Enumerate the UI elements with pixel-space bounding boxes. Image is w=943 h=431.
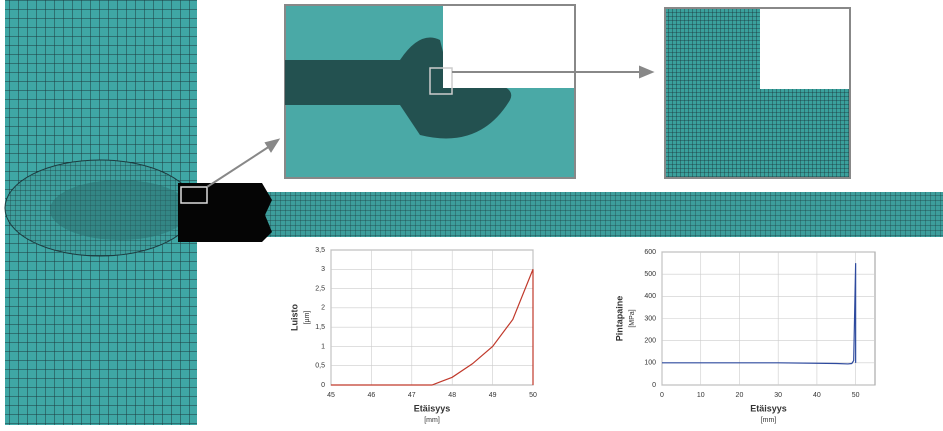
zoom-1 — [284, 4, 576, 179]
y-tick-label: 200 — [644, 338, 656, 345]
plot-area — [330, 249, 534, 386]
x-tick-label: 47 — [408, 392, 416, 399]
y-axis-label: Luisto — [289, 304, 299, 331]
x-axis-unit: [mm] — [761, 417, 777, 424]
y-tick-label: 300 — [644, 315, 656, 322]
mesh-left — [4, 0, 197, 425]
mesh-strip — [178, 183, 943, 242]
y-tick-label: 1,5 — [315, 324, 325, 331]
x-tick-label: 50 — [852, 392, 860, 399]
x-axis-unit: [mm] — [424, 417, 440, 424]
line — [662, 263, 857, 365]
y-axis-unit: [MPa] — [629, 309, 636, 327]
y-tick-label: 2 — [321, 305, 325, 312]
y-axis-label: Pintapaine — [614, 296, 624, 342]
charts: 0 0,5 1 1,5 2 2,5 3 3,5 45 46 47 48 49 50 Etäisyys [mm]… — [289, 247, 876, 424]
y-tick-label: 100 — [644, 360, 656, 367]
y-tick-label: 0 — [321, 382, 325, 389]
x-axis-label: Etäisyys — [414, 403, 451, 413]
x-tick-label: 50 — [529, 392, 537, 399]
y-tick-label: 0 — [652, 382, 656, 389]
y-tick-label: 3,5 — [315, 247, 325, 254]
y-tick-label: 2,5 — [315, 285, 325, 292]
x-tick-label: 30 — [774, 392, 782, 399]
y-axis-unit: [µm] — [304, 311, 311, 325]
x-tick-label: 40 — [813, 392, 821, 399]
y-tick-label: 400 — [644, 293, 656, 300]
y-tick-label: 0,5 — [315, 363, 325, 370]
y-tick-label: 600 — [644, 249, 656, 256]
arrows — [206, 65, 655, 188]
x-tick-label: 45 — [327, 392, 335, 399]
x-tick-label: 46 — [368, 392, 376, 399]
x-tick-label: 48 — [448, 392, 456, 399]
y-tick-label: 500 — [644, 271, 656, 278]
x-axis-label: Etäisyys — [750, 403, 787, 413]
x-tick-label: 10 — [697, 392, 705, 399]
y-tick-label: 3 — [321, 266, 325, 273]
zoom-2 — [664, 7, 851, 179]
x-tick-label: 49 — [489, 392, 497, 399]
x-tick-label: 0 — [660, 392, 664, 399]
x-tick-label: 20 — [736, 392, 744, 399]
line — [331, 269, 534, 386]
y-tick-label: 1 — [321, 343, 325, 350]
